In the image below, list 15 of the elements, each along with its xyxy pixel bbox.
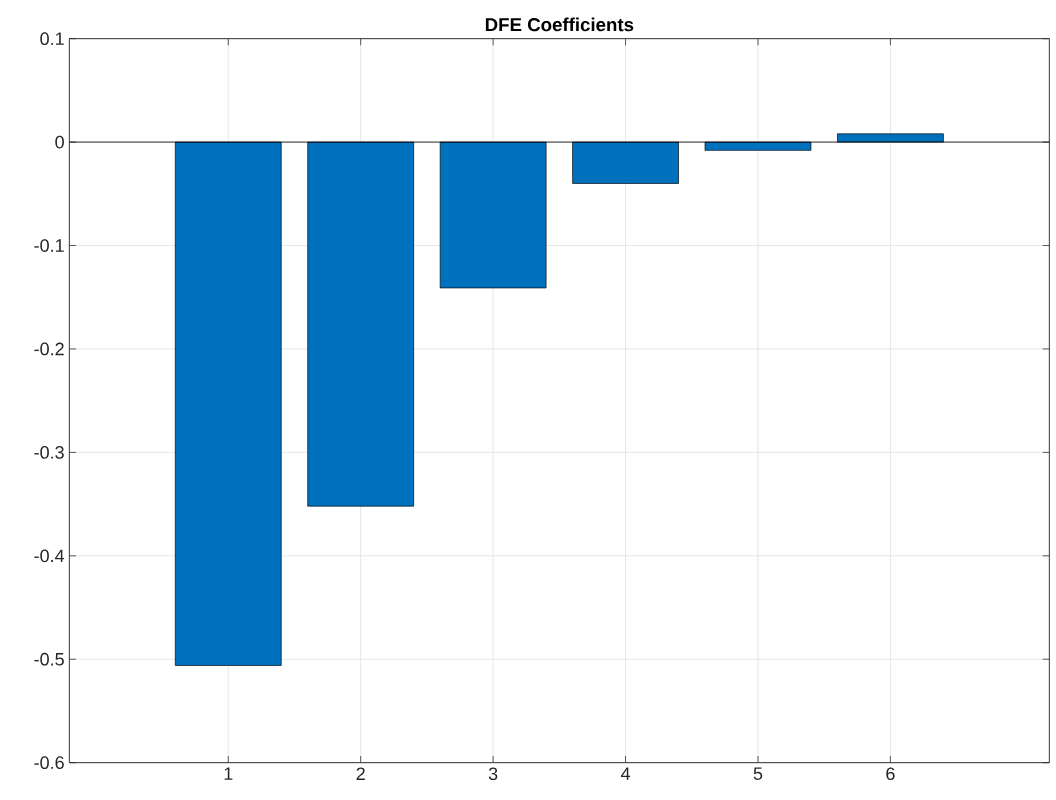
y-tick-label: 0 (55, 135, 64, 149)
y-tick-label: -0.3 (34, 446, 64, 459)
y-tick-label: -0.5 (34, 652, 64, 666)
x-tick-label: 5 (753, 767, 763, 780)
chart-title: DFE Coefficients (485, 17, 634, 32)
x-tick-label: 4 (620, 767, 631, 780)
y-tick-label: -0.1 (34, 239, 64, 252)
y-tick-label: 0.1 (40, 32, 64, 46)
x-tick-label: 3 (488, 767, 498, 781)
y-tick-label: -0.4 (34, 549, 65, 563)
x-tick-label: 6 (886, 767, 895, 781)
x-tick-label: 2 (356, 767, 365, 780)
x-tick-label: 1 (224, 767, 233, 780)
y-tick-label: -0.6 (34, 756, 64, 770)
y-tick-label: -0.2 (34, 342, 64, 356)
